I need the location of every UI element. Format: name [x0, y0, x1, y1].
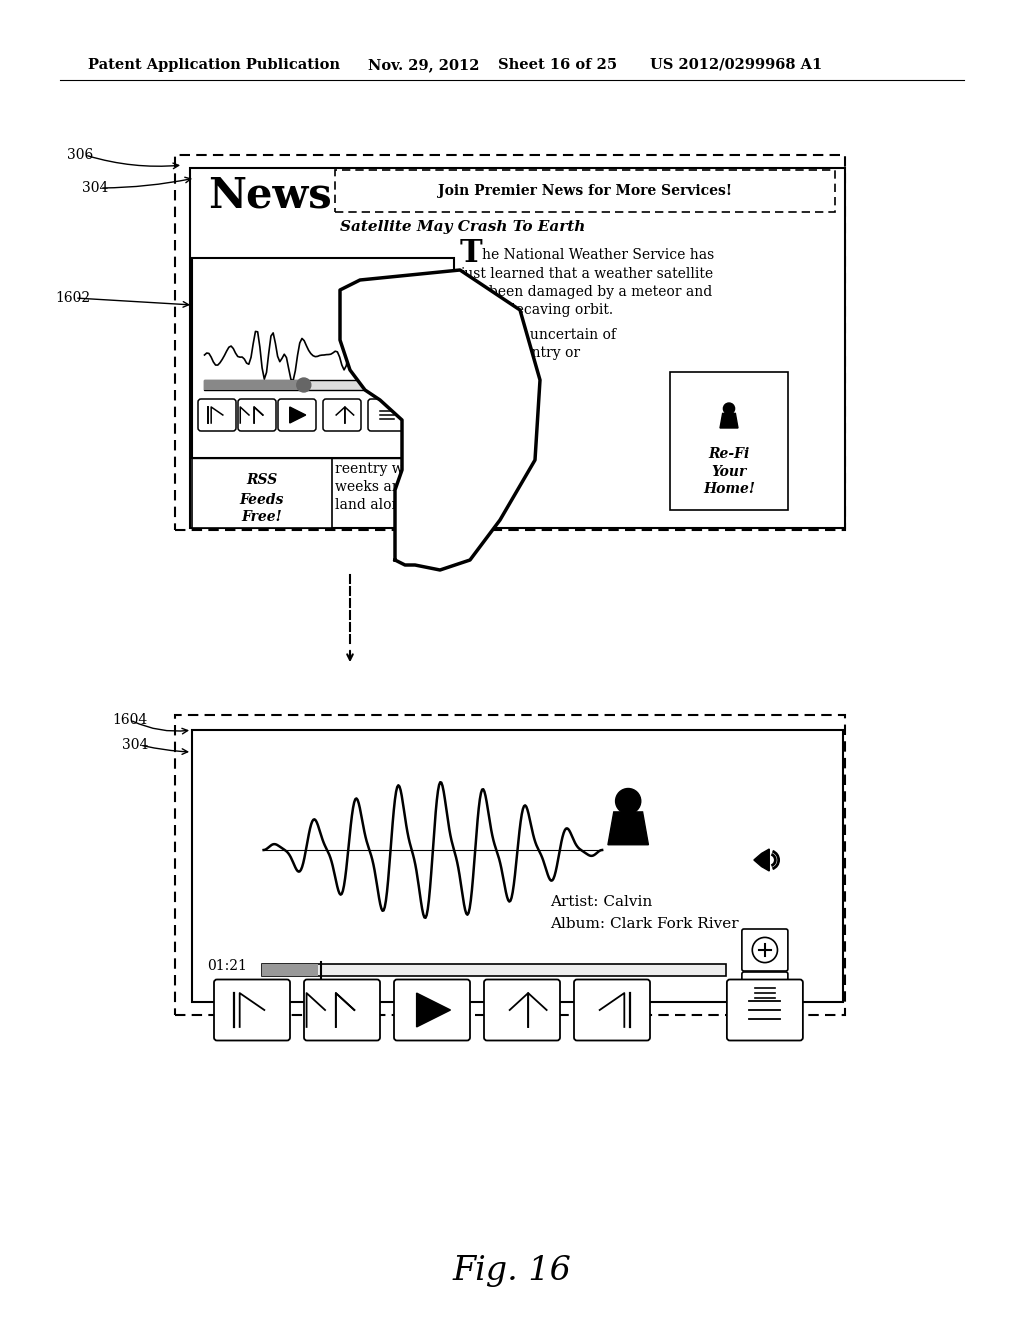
- FancyBboxPatch shape: [278, 399, 316, 432]
- Text: Home!: Home!: [703, 482, 755, 496]
- FancyBboxPatch shape: [741, 972, 787, 1014]
- Text: Satellite May Crash To Earth: Satellite May Crash To Earth: [340, 220, 586, 234]
- Text: reentry wi: reentry wi: [335, 462, 409, 477]
- FancyBboxPatch shape: [190, 168, 845, 528]
- Polygon shape: [754, 849, 769, 871]
- Text: land along the: land along the: [335, 498, 436, 512]
- FancyBboxPatch shape: [238, 399, 276, 432]
- Text: Re-Fi: Re-Fi: [709, 447, 750, 461]
- FancyBboxPatch shape: [323, 399, 361, 432]
- Text: 1602: 1602: [55, 290, 90, 305]
- FancyBboxPatch shape: [193, 257, 454, 458]
- Circle shape: [297, 378, 311, 392]
- Circle shape: [723, 403, 734, 414]
- Text: has been damaged by a meteor and: has been damaged by a meteor and: [460, 285, 713, 300]
- Polygon shape: [290, 407, 306, 422]
- Circle shape: [615, 788, 641, 813]
- FancyBboxPatch shape: [368, 399, 406, 432]
- FancyBboxPatch shape: [193, 458, 332, 528]
- Text: currently uncertain of: currently uncertain of: [460, 327, 616, 342]
- Text: Sheet 16 of 25: Sheet 16 of 25: [498, 58, 617, 73]
- FancyBboxPatch shape: [727, 979, 803, 1040]
- FancyBboxPatch shape: [741, 929, 787, 972]
- Polygon shape: [406, 352, 415, 367]
- Circle shape: [371, 314, 383, 327]
- FancyBboxPatch shape: [175, 154, 845, 531]
- Text: Feeds: Feeds: [240, 492, 285, 507]
- Text: 70%: 70%: [751, 942, 779, 956]
- Text: ime of reentry or: ime of reentry or: [460, 346, 581, 360]
- Text: just learned that a weather satellite: just learned that a weather satellite: [460, 267, 713, 281]
- FancyBboxPatch shape: [335, 170, 835, 213]
- Text: ing of deb: ing of deb: [460, 364, 530, 378]
- Text: Patent Application Publication: Patent Application Publication: [88, 58, 340, 73]
- FancyBboxPatch shape: [574, 979, 650, 1040]
- FancyBboxPatch shape: [175, 715, 845, 1015]
- FancyBboxPatch shape: [484, 979, 560, 1040]
- Text: News: News: [208, 176, 332, 216]
- Text: Free!: Free!: [242, 510, 283, 524]
- FancyBboxPatch shape: [262, 964, 726, 975]
- Text: Nov. 29, 2012: Nov. 29, 2012: [368, 58, 479, 73]
- Polygon shape: [367, 326, 387, 342]
- Text: is in a decaving orbit.: is in a decaving orbit.: [460, 304, 613, 317]
- Text: 304: 304: [122, 738, 148, 752]
- Text: Your: Your: [712, 465, 746, 479]
- Text: RSS: RSS: [247, 473, 278, 487]
- Text: Album: Clark Fork River: Album: Clark Fork River: [550, 917, 738, 931]
- Text: weeks and t: weeks and t: [335, 480, 420, 494]
- Text: 306: 306: [67, 148, 93, 162]
- Text: Fig. 16: Fig. 16: [453, 1255, 571, 1287]
- Text: Join Premier News for More Services!: Join Premier News for More Services!: [438, 183, 732, 198]
- FancyBboxPatch shape: [198, 399, 236, 432]
- FancyBboxPatch shape: [262, 964, 317, 975]
- FancyBboxPatch shape: [204, 380, 441, 389]
- Polygon shape: [417, 993, 451, 1027]
- Text: T: T: [460, 238, 482, 269]
- FancyBboxPatch shape: [204, 380, 299, 389]
- Text: he National Weather Service has: he National Weather Service has: [482, 248, 715, 261]
- Polygon shape: [608, 812, 648, 845]
- FancyBboxPatch shape: [193, 730, 843, 1002]
- FancyBboxPatch shape: [670, 372, 788, 510]
- Text: 304: 304: [82, 181, 109, 195]
- FancyBboxPatch shape: [394, 979, 470, 1040]
- FancyBboxPatch shape: [214, 979, 290, 1040]
- Text: US 2012/0299968 A1: US 2012/0299968 A1: [650, 58, 822, 73]
- Text: 1604: 1604: [112, 713, 147, 727]
- Text: 01:21: 01:21: [207, 960, 247, 973]
- FancyBboxPatch shape: [304, 979, 380, 1040]
- Polygon shape: [720, 413, 738, 428]
- Text: Artist: Calvin: Artist: Calvin: [550, 895, 652, 909]
- Polygon shape: [340, 271, 540, 570]
